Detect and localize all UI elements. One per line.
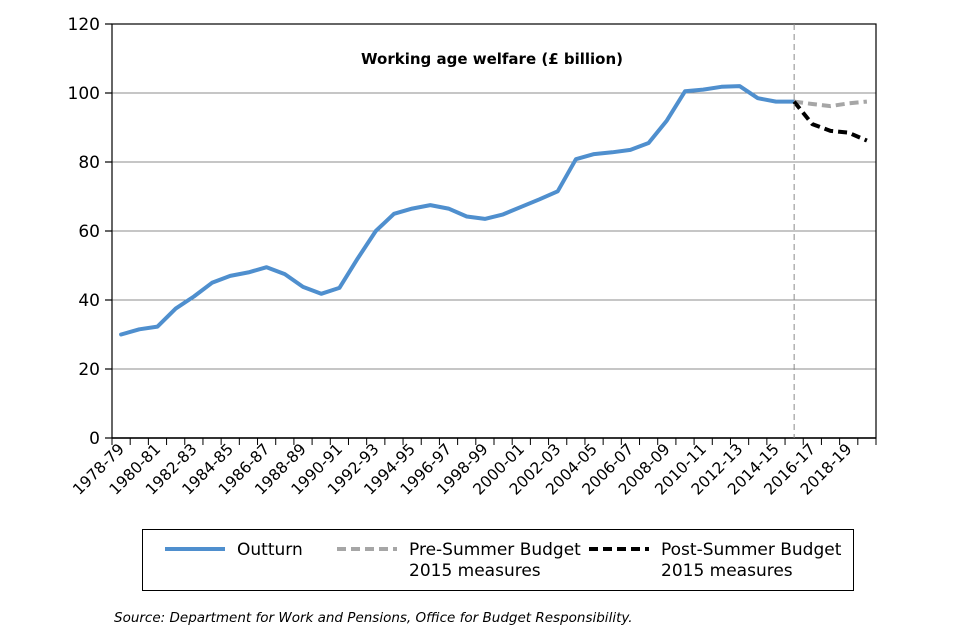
y-axis-ticks: 0 20 40 60 80 100 120	[68, 15, 112, 449]
y-tick-label: 80	[78, 153, 100, 173]
source-note: Source: Department for Work and Pensions…	[114, 610, 633, 626]
y-tick-label: 120	[68, 15, 100, 35]
legend-label-outturn: Outturn	[237, 540, 303, 560]
gridlines	[111, 23, 877, 439]
legend-item-pre: Pre-Summer Budget 2015 measures	[337, 540, 581, 582]
y-tick-label: 40	[78, 291, 100, 311]
series-line-0	[119, 84, 797, 337]
legend-item-outturn: Outturn	[165, 540, 303, 561]
series-line-1	[793, 99, 868, 109]
y-tick-label: 0	[89, 429, 100, 449]
outturn-swatch	[165, 543, 225, 555]
line-chart: 0 20 40 60 80 100 120 1978-791980-811982-83198…	[68, 15, 877, 499]
pre-budget-swatch	[337, 543, 397, 555]
legend-label-pre: Pre-Summer Budget 2015 measures	[409, 540, 581, 581]
series-lines	[119, 84, 868, 337]
chart-title: Working age welfare (£ billion)	[361, 50, 623, 68]
legend-item-post: Post-Summer Budget 2015 measures	[589, 540, 841, 582]
legend-label-post: Post-Summer Budget 2015 measures	[661, 540, 842, 581]
legend: Outturn Pre-Summer Budget 2015 measures …	[142, 529, 854, 591]
post-budget-swatch	[589, 543, 649, 555]
y-tick-label: 100	[68, 84, 100, 104]
series-line-2	[792, 100, 868, 143]
x-axis-ticks: 1978-791980-811982-831984-851986-871988-…	[69, 438, 877, 499]
y-tick-label: 60	[78, 222, 100, 242]
y-tick-label: 20	[78, 360, 100, 380]
